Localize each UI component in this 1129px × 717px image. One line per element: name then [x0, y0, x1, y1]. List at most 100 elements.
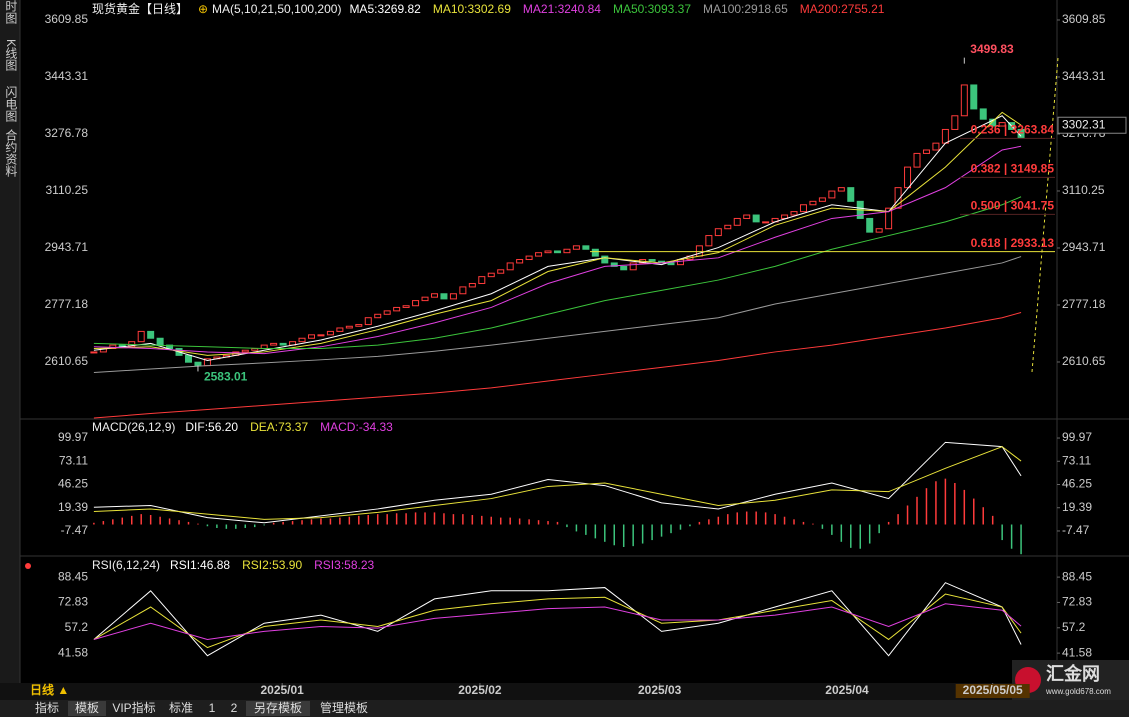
- y-tick-label: 3110.25: [1062, 183, 1105, 197]
- tab[interactable]: [68, 701, 106, 716]
- y-tick-label: 88.45: [58, 569, 88, 583]
- candle: [970, 84, 978, 110]
- tab[interactable]: [162, 701, 200, 716]
- candle: [913, 152, 921, 168]
- candle: [459, 286, 467, 295]
- candle: [932, 142, 940, 151]
- indicator-line: [93, 593, 1022, 649]
- candle: [743, 214, 751, 219]
- candle: [279, 342, 287, 346]
- candle: [941, 128, 949, 144]
- indicator-line: [93, 603, 1022, 640]
- indicator-line: [93, 312, 1022, 419]
- candle: [194, 361, 202, 367]
- tab-label[interactable]: 1: [209, 701, 216, 715]
- indicator-line: [93, 256, 1022, 373]
- candle: [336, 327, 344, 332]
- x-tick-label: 2025/01: [260, 683, 304, 697]
- y-tick-label: 57.2: [65, 620, 89, 634]
- y-tick-label: 99.97: [58, 430, 88, 444]
- y-tick-label: 46.25: [1062, 477, 1092, 491]
- legend-entry: MA5:3269.82: [349, 2, 421, 16]
- tab[interactable]: [108, 701, 160, 716]
- fib-label: 0.500 | 3041.75: [971, 199, 1055, 213]
- legend-entry: RSI2:53.90: [242, 558, 302, 572]
- candle: [317, 334, 325, 337]
- tab[interactable]: [246, 701, 310, 716]
- y-tick-label: 73.11: [59, 453, 88, 467]
- side-tab[interactable]: 分时图: [4, 0, 18, 24]
- indicator-line: [93, 582, 1022, 657]
- y-tick-label: 3443.31: [45, 69, 89, 83]
- candle: [326, 330, 334, 336]
- tab[interactable]: [28, 701, 66, 716]
- candle: [591, 248, 599, 257]
- tab-label[interactable]: 2: [231, 701, 238, 715]
- candle: [724, 224, 732, 230]
- period[interactable]: 日线 ▲: [30, 682, 69, 697]
- candle: [478, 276, 486, 284]
- tab-label[interactable]: 模板: [75, 701, 99, 715]
- candle: [364, 317, 372, 326]
- tab-label[interactable]: 指标: [35, 700, 59, 715]
- gear[interactable]: ⊕: [198, 2, 208, 16]
- candle: [241, 349, 249, 353]
- y-tick-label: 72.83: [1062, 595, 1092, 609]
- candle: [922, 149, 930, 154]
- candle: [468, 282, 476, 288]
- side-tab[interactable]: 合约资料: [4, 128, 18, 177]
- candle: [506, 262, 514, 271]
- legend-entry: MACD:-34.33: [320, 420, 393, 434]
- y-tick-label: 41.58: [1062, 645, 1092, 659]
- fib-label: 0.382 | 3149.85: [971, 162, 1055, 176]
- candle: [156, 337, 164, 346]
- y-tick-label: 3276.78: [45, 126, 89, 140]
- candle: [733, 217, 741, 226]
- y-tick-label: 2943.71: [45, 240, 89, 254]
- y-tick-label: 2610.65: [45, 354, 89, 368]
- candle: [828, 190, 836, 199]
- legend-entry: MA100:2918.65: [703, 2, 788, 16]
- candle: [799, 204, 807, 213]
- y-tick-label: 41.58: [58, 645, 88, 659]
- candle: [90, 351, 98, 354]
- last-price-box: [1057, 116, 1127, 134]
- legend-entry: MA21:3240.84: [523, 2, 601, 16]
- candle: [667, 262, 675, 266]
- candle: [847, 187, 855, 202]
- side-tab[interactable]: 闪电图: [4, 86, 18, 122]
- annotation: 3499.83: [970, 42, 1014, 56]
- y-tick-label: 99.97: [1062, 430, 1092, 444]
- tab[interactable]: [224, 701, 244, 716]
- candle: [345, 325, 353, 329]
- side-tab[interactable]: K线图: [4, 39, 18, 71]
- candle: [762, 221, 770, 224]
- y-tick-label: 19.39: [1062, 500, 1092, 514]
- legend-entry: DEA:73.37: [250, 420, 308, 434]
- candle: [989, 118, 997, 127]
- x-tick-label: 2025/05/05: [963, 683, 1023, 697]
- candle: [752, 214, 760, 223]
- candle: [440, 293, 448, 300]
- candle: [781, 214, 789, 219]
- tab-label[interactable]: 另存模板: [254, 701, 302, 715]
- date-bar: [0, 683, 1129, 700]
- legend-entry: MA200:2755.21: [800, 2, 885, 16]
- candle: [393, 306, 401, 312]
- candle: [620, 265, 628, 271]
- tab-label[interactable]: 标准: [169, 701, 193, 715]
- site: www.gold678.com: [1045, 687, 1111, 696]
- tab-label[interactable]: VIP指标: [112, 700, 155, 715]
- tab[interactable]: [312, 701, 376, 716]
- y-tick-label: 19.39: [58, 500, 88, 514]
- tab-label[interactable]: 管理模板: [320, 700, 368, 715]
- indicator-line: [93, 196, 1022, 350]
- candle: [790, 211, 798, 216]
- candle: [147, 330, 155, 339]
- trend-line: [1031, 57, 1059, 373]
- tab[interactable]: [202, 701, 222, 716]
- x-tick-label: 2025/04: [825, 683, 869, 697]
- candle: [951, 115, 959, 130]
- candle: [307, 334, 315, 339]
- marker: [25, 563, 31, 569]
